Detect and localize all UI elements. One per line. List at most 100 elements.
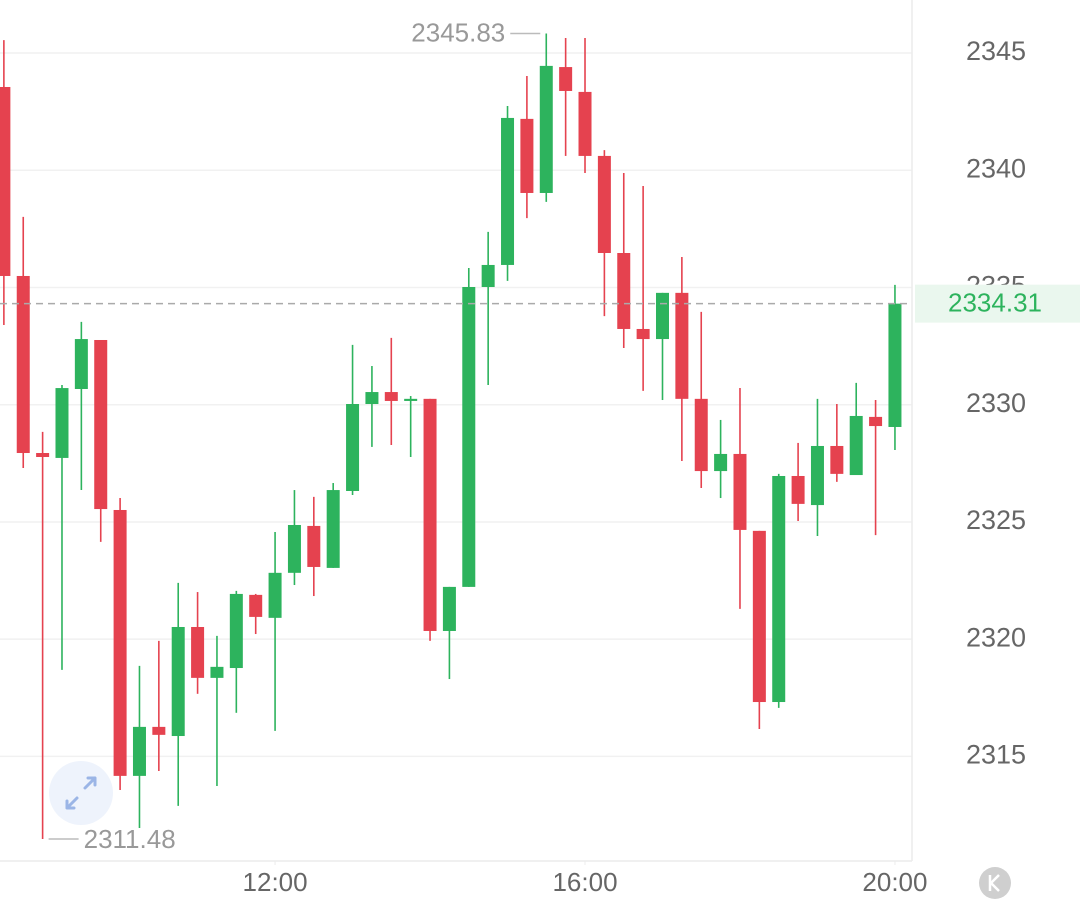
y-tick-label: 2340 — [966, 153, 1026, 183]
candle-body — [307, 525, 321, 567]
y-tick-label: 2325 — [966, 505, 1026, 535]
x-tick-label: 12:00 — [243, 867, 308, 897]
candle — [210, 635, 224, 786]
candle — [714, 419, 728, 499]
candle — [520, 75, 534, 219]
candle-body — [404, 398, 418, 401]
candle — [888, 284, 902, 450]
candle-body — [346, 404, 360, 491]
candle — [346, 344, 360, 495]
candle-body — [442, 586, 456, 631]
candle — [481, 231, 495, 386]
candle-body — [597, 155, 611, 254]
candle — [16, 216, 30, 469]
expand-icon[interactable] — [65, 776, 97, 810]
candle — [287, 490, 301, 586]
candle — [772, 473, 786, 708]
candle — [442, 586, 456, 680]
candle-body — [132, 726, 146, 776]
candle — [694, 311, 708, 488]
candle — [94, 339, 108, 542]
candle-body — [0, 86, 11, 276]
kline-icon[interactable] — [988, 874, 1000, 892]
candle-body — [752, 530, 766, 703]
candle-body — [326, 490, 340, 568]
candle-body — [888, 303, 902, 427]
candle — [559, 37, 573, 156]
candle — [171, 582, 185, 806]
candle — [539, 33, 553, 202]
last-price-box — [915, 284, 1080, 323]
overlay: 2334.31 2345.83 2311.48 — [0, 17, 1080, 854]
x-tick-label: 16:00 — [552, 867, 617, 897]
candle — [36, 431, 50, 839]
candle — [810, 398, 824, 537]
candle — [0, 40, 11, 325]
candle-body — [559, 67, 573, 91]
candle-body — [830, 445, 844, 474]
candle-body — [249, 594, 263, 617]
candle — [733, 388, 747, 609]
candle — [191, 592, 205, 694]
candle-body — [539, 65, 553, 193]
candle-body — [772, 475, 786, 703]
candle — [307, 496, 321, 597]
candle-body — [152, 726, 166, 735]
candle-body — [733, 453, 747, 530]
candle — [55, 385, 69, 670]
last-price-label: 2334.31 — [948, 288, 1042, 318]
expand-button[interactable] — [49, 761, 113, 825]
expand-button-bg[interactable] — [49, 761, 113, 825]
candle-body — [55, 388, 69, 458]
candle — [791, 442, 805, 522]
candle-body — [810, 445, 824, 506]
candle-body — [481, 264, 495, 287]
candle-body — [287, 524, 301, 573]
candle-body — [617, 253, 631, 329]
candle — [365, 366, 379, 447]
x-tick-label: 20:00 — [862, 867, 927, 897]
candle — [113, 498, 127, 790]
candle-body — [423, 398, 437, 631]
candles — [0, 33, 902, 839]
candle-body — [74, 339, 88, 389]
y-tick-label: 2315 — [966, 740, 1026, 770]
candle — [152, 640, 166, 771]
candle-body — [694, 398, 708, 472]
candle — [869, 400, 883, 536]
candle-body — [675, 292, 689, 399]
candle — [617, 173, 631, 348]
candle — [229, 590, 243, 713]
candle — [578, 37, 592, 174]
candle-body — [714, 453, 728, 472]
candle-body — [384, 392, 398, 401]
candle — [655, 292, 669, 401]
candle-body — [191, 626, 205, 678]
candle-body — [578, 91, 592, 156]
kline-button-bg[interactable] — [979, 867, 1011, 899]
candle-body — [636, 328, 650, 340]
candle-body — [365, 392, 379, 405]
candle-body — [791, 475, 805, 504]
candle-body — [36, 453, 50, 457]
candle-body — [210, 666, 224, 678]
candle-body — [16, 275, 30, 454]
candle — [830, 404, 844, 482]
candle — [636, 185, 650, 391]
candle — [597, 150, 611, 317]
candle — [423, 398, 437, 641]
candle-body — [268, 572, 282, 618]
candle — [74, 321, 88, 491]
candle — [326, 483, 340, 568]
candle-body — [171, 626, 185, 737]
candle — [404, 396, 418, 457]
high-label: 2345.83 — [411, 17, 505, 47]
candle — [462, 268, 476, 587]
y-tick-label: 2345 — [966, 36, 1026, 66]
kline-button[interactable] — [979, 867, 1011, 899]
candle-body — [520, 118, 534, 193]
candle-body — [229, 593, 243, 669]
candle — [268, 532, 282, 731]
candle-body — [655, 292, 669, 340]
candle — [752, 530, 766, 729]
